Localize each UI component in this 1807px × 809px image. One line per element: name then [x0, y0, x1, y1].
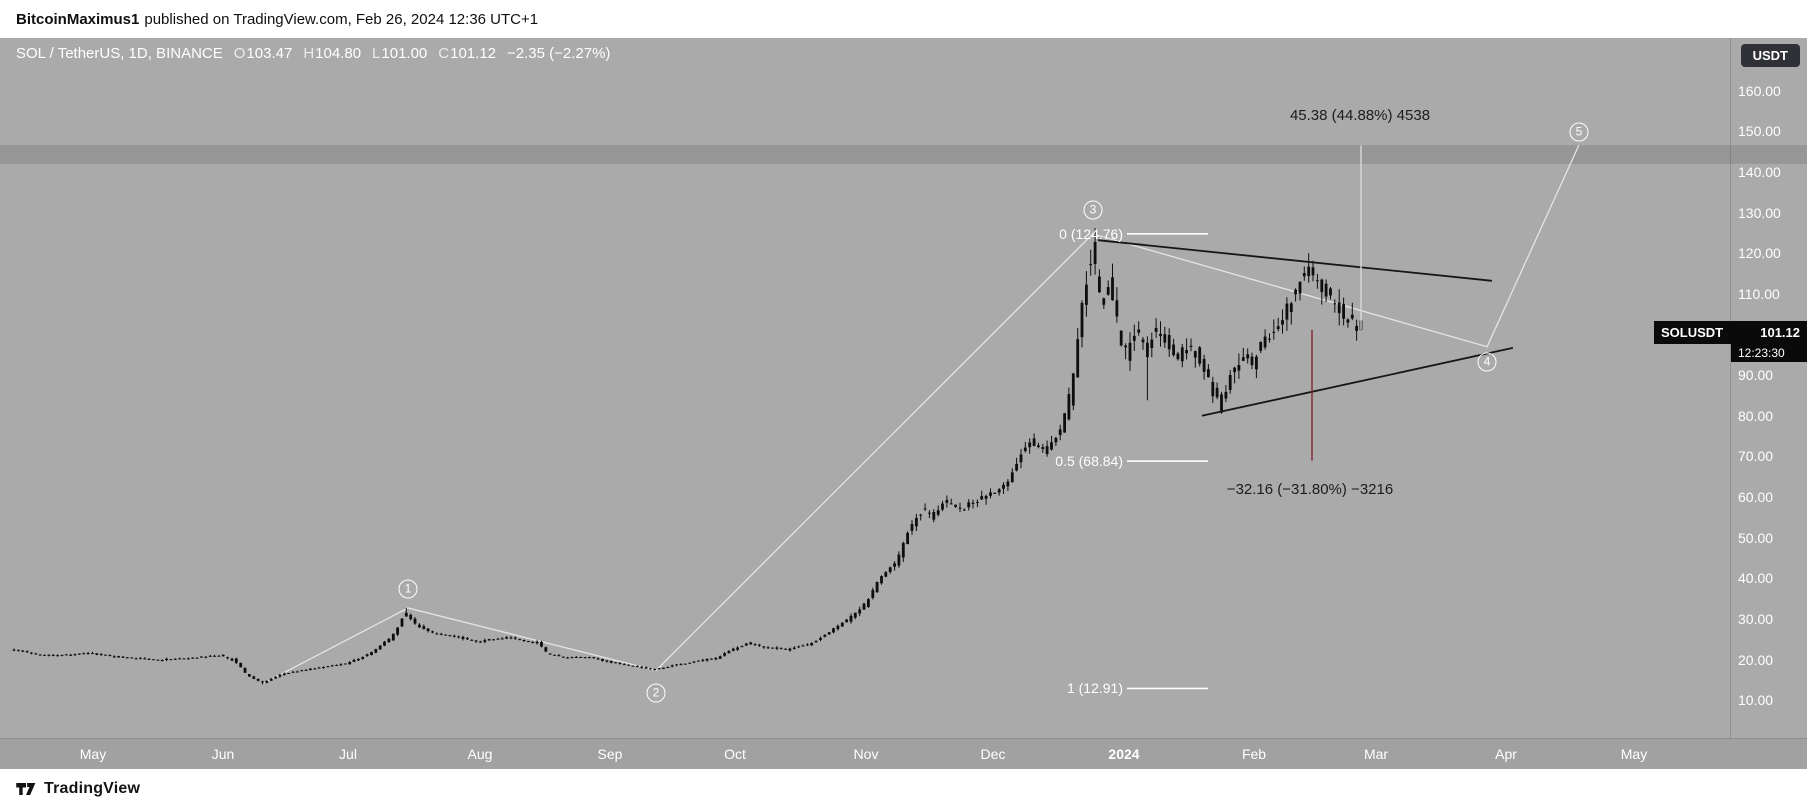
price-tick: 120.00	[1738, 245, 1781, 261]
bar-countdown: 12:23:30	[1731, 344, 1807, 362]
legend-change: −2.35 (−2.27%)	[507, 45, 611, 62]
time-tick-jun: Jun	[211, 746, 235, 762]
legend-high: H104.80	[303, 45, 362, 62]
footer: TradingView	[0, 769, 1807, 809]
time-tick-feb: Feb	[1241, 746, 1267, 762]
price-tick: 60.00	[1738, 489, 1774, 505]
time-tick-mar: Mar	[1363, 746, 1389, 762]
publish-info-text: published on TradingView.com, Feb 26, 20…	[144, 10, 539, 28]
publish-header: BitcoinMaximus1 published on TradingView…	[0, 0, 1807, 38]
publisher-name[interactable]: BitcoinMaximus1	[16, 10, 140, 28]
legend-close: C101.12	[438, 45, 497, 62]
wave-3-label[interactable]: 3	[1083, 200, 1103, 220]
time-tick-nov: Nov	[853, 746, 879, 762]
time-tick-2024: 2024	[1108, 746, 1140, 762]
lower-trendline[interactable]	[1201, 347, 1514, 417]
price-tick: 70.00	[1738, 448, 1774, 464]
elliott-wave-path[interactable]	[264, 144, 1580, 684]
time-tick-may: May	[1620, 746, 1648, 762]
fib-label-0: 0 (124.76)	[1059, 226, 1123, 242]
candlestick-canvas[interactable]	[0, 38, 1807, 738]
price-tick: 20.00	[1738, 652, 1774, 668]
fib-label-1: 0.5 (68.84)	[1055, 453, 1123, 469]
tradingview-logo-icon[interactable]	[15, 780, 37, 798]
price-chip-price: 101.12	[1760, 325, 1800, 340]
wave-2-label[interactable]: 2	[646, 683, 666, 703]
downside-measurement-label: −32.16 (−31.80%) −3216	[1226, 481, 1394, 498]
resistance-zone-band	[0, 145, 1807, 164]
wave-5-label[interactable]: 5	[1569, 122, 1589, 142]
time-tick-aug: Aug	[467, 746, 493, 762]
price-chip-symbol: SOLUSDT	[1661, 325, 1724, 340]
countdown-value: 12:23:30	[1738, 346, 1785, 360]
price-tick: 160.00	[1738, 83, 1781, 99]
candles	[12, 228, 1363, 685]
price-tick: 10.00	[1738, 692, 1774, 708]
tradingview-brand[interactable]: TradingView	[44, 780, 141, 797]
price-tick: 30.00	[1738, 611, 1774, 627]
symbol-title[interactable]: SOL / TetherUS, 1D, BINANCE	[16, 45, 223, 62]
wave-4-label[interactable]: 4	[1477, 352, 1497, 372]
currency-toggle[interactable]: USDT	[1740, 44, 1800, 67]
price-tick: 40.00	[1738, 570, 1774, 586]
price-tick: 80.00	[1738, 408, 1774, 424]
price-tick: 140.00	[1738, 164, 1781, 180]
time-tick-dec: Dec	[980, 746, 1006, 762]
legend-low: L101.00	[372, 45, 428, 62]
price-tick: 50.00	[1738, 530, 1774, 546]
fib-label-2: 1 (12.91)	[1066, 680, 1123, 696]
time-tick-oct: Oct	[724, 746, 746, 762]
upside-measurement-label: 45.38 (44.88%) 4538	[1289, 107, 1431, 124]
symbol-legend[interactable]: SOL / TetherUS, 1D, BINANCE O103.47 H104…	[16, 45, 610, 62]
price-axis[interactable]: 160.00150.00140.00130.00120.00110.00100.…	[1730, 38, 1807, 738]
time-tick-apr: Apr	[1495, 746, 1517, 762]
legend-open: O103.47	[233, 45, 293, 62]
upper-trendline[interactable]	[1097, 239, 1492, 282]
time-axis[interactable]: May Jun Jul Aug Sep Oct Nov Dec 2024 Feb Mar Apr May	[0, 738, 1807, 769]
time-tick-may: May	[79, 746, 107, 762]
price-tick: 130.00	[1738, 205, 1781, 221]
time-tick-jul: Jul	[339, 746, 357, 762]
price-tick: 150.00	[1738, 123, 1781, 139]
last-price-label: SOLUSDT 101.12	[1654, 321, 1807, 344]
wave-1-label[interactable]: 1	[398, 579, 418, 599]
time-tick-sep: Sep	[597, 746, 623, 762]
price-tick: 90.00	[1738, 367, 1774, 383]
price-tick: 110.00	[1738, 286, 1780, 302]
chart-area[interactable]: SOL / TetherUS, 1D, BINANCE O103.47 H104…	[0, 38, 1807, 769]
